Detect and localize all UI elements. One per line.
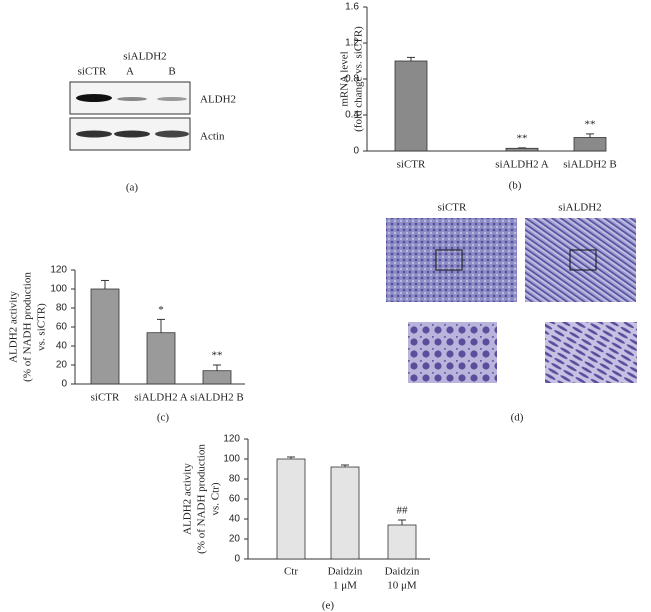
bar xyxy=(276,458,306,560)
y-tick-label: 0.4 xyxy=(345,110,359,121)
group-label: siALDH2 xyxy=(123,51,166,63)
micrograph-inset xyxy=(545,322,637,383)
x-tick-label: 10 μM xyxy=(387,580,417,592)
y-tick-label: 20 xyxy=(56,360,68,371)
y-tick-label: 120 xyxy=(50,265,67,276)
y-tick-label: 0 xyxy=(353,146,359,157)
y-tick-label: 100 xyxy=(50,284,67,295)
panel-label: (b) xyxy=(509,180,522,192)
bar xyxy=(90,288,120,385)
condition-label: siCTR xyxy=(438,202,467,214)
zoom-box xyxy=(569,249,597,271)
bar xyxy=(573,137,607,152)
y-tick-label: 80 xyxy=(229,474,241,485)
blot-band xyxy=(76,130,112,138)
panel-label: (c) xyxy=(157,412,170,424)
blot-band xyxy=(114,130,150,138)
blot-band xyxy=(76,94,112,102)
y-tick-label: 80 xyxy=(56,303,68,314)
significance: ## xyxy=(397,505,409,517)
y-axis-label: (% of NADH production xyxy=(196,444,208,554)
panel-label: (e) xyxy=(322,600,335,612)
bar xyxy=(394,60,428,152)
x-tick-label: siCTR xyxy=(91,392,120,404)
blot-band xyxy=(157,97,187,101)
bar xyxy=(505,147,539,152)
band-label: Actin xyxy=(200,131,225,143)
x-tick-label: Daidzin xyxy=(385,566,420,578)
y-axis-label: vs. siCTR) xyxy=(36,303,48,351)
x-tick-label: siALDH2 A xyxy=(495,159,549,171)
y-axis-label: ALDH2 activity xyxy=(8,291,20,363)
y-tick-label: 0 xyxy=(234,554,240,565)
y-tick-label: 0.8 xyxy=(345,74,359,85)
condition-label: siALDH2 xyxy=(558,202,601,214)
y-tick-label: 60 xyxy=(229,494,241,505)
y-axis-label: vs. Ctr) xyxy=(210,482,222,515)
x-tick-label: siALDH2 A xyxy=(134,392,188,404)
y-tick-label: 60 xyxy=(56,322,68,333)
y-tick-label: 120 xyxy=(223,434,240,445)
y-tick-label: 40 xyxy=(229,514,241,525)
y-tick-label: 20 xyxy=(229,534,241,545)
panel-label: (d) xyxy=(511,412,524,424)
lane-label: siCTR xyxy=(78,66,107,78)
bar xyxy=(202,370,232,385)
significance: ** xyxy=(212,350,223,362)
blot-band xyxy=(117,97,147,101)
micrograph xyxy=(525,218,636,302)
x-tick-label: Ctr xyxy=(284,566,298,578)
x-tick-label: siALDH2 B xyxy=(190,392,243,404)
lane-label: A xyxy=(126,66,134,78)
y-axis-label: (fold change vs. siCTR) xyxy=(353,26,365,132)
significance: * xyxy=(158,304,164,316)
zoom-box xyxy=(435,249,463,271)
x-tick-label: 1 μM xyxy=(333,580,357,592)
y-tick-label: 0 xyxy=(61,379,67,390)
y-axis-label: (% of NADH production xyxy=(22,272,34,382)
y-tick-label: 1.2 xyxy=(345,38,359,49)
significance: ** xyxy=(517,132,528,144)
micrograph-inset xyxy=(408,322,497,383)
y-tick-label: 40 xyxy=(56,341,68,352)
bar xyxy=(330,466,360,560)
band-label: ALDH2 xyxy=(200,94,236,106)
panel-label: (a) xyxy=(126,182,139,194)
y-axis-label: mRNA level xyxy=(339,51,351,106)
bar xyxy=(146,332,176,385)
significance: ** xyxy=(585,118,596,130)
x-tick-label: siALDH2 B xyxy=(563,159,616,171)
x-tick-label: Daidzin xyxy=(328,566,363,578)
y-axis-label: ALDH2 activity xyxy=(182,463,194,535)
x-tick-label: siCTR xyxy=(397,159,426,171)
blot-band xyxy=(155,130,189,138)
lane-label: B xyxy=(168,66,175,78)
y-tick-label: 1.6 xyxy=(345,2,359,13)
bar xyxy=(387,524,417,560)
micrograph xyxy=(386,218,517,302)
y-tick-label: 100 xyxy=(223,454,240,465)
